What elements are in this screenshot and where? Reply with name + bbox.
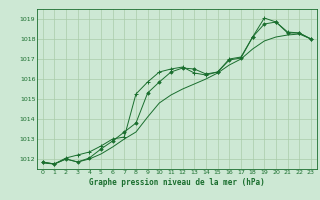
X-axis label: Graphe pression niveau de la mer (hPa): Graphe pression niveau de la mer (hPa) [89, 178, 265, 187]
